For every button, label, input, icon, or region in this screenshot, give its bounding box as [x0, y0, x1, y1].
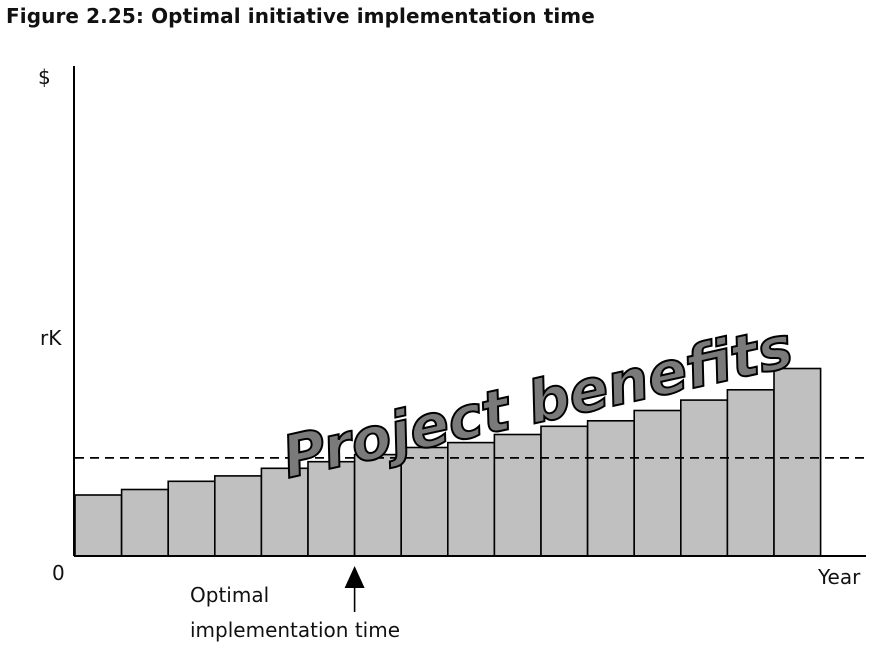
- bar-3: [167, 480, 216, 557]
- bar-9: [446, 441, 496, 557]
- bar-11: [540, 425, 589, 557]
- y-axis-label: $: [38, 65, 51, 89]
- bar-8: [400, 446, 449, 557]
- bar-15: [726, 388, 775, 557]
- x-axis-label: Year: [817, 565, 861, 589]
- bar-16: [773, 367, 822, 557]
- bars: [74, 367, 822, 557]
- bar-14: [679, 399, 729, 557]
- bar-2: [120, 488, 169, 557]
- annotation-line-2: implementation time: [190, 618, 400, 642]
- bar-10: [493, 433, 542, 557]
- bar-4: [214, 475, 263, 557]
- optimal-time-arrow-head: [344, 566, 365, 588]
- annotation-line-1: Optimal: [190, 583, 269, 607]
- bar-1: [74, 494, 123, 557]
- chart-title: Figure 2.25: Optimal initiative implemen…: [6, 4, 595, 28]
- origin-label: 0: [52, 561, 65, 585]
- rk-label: rK: [40, 326, 62, 350]
- bar-13: [633, 409, 682, 557]
- bar-12: [586, 419, 635, 557]
